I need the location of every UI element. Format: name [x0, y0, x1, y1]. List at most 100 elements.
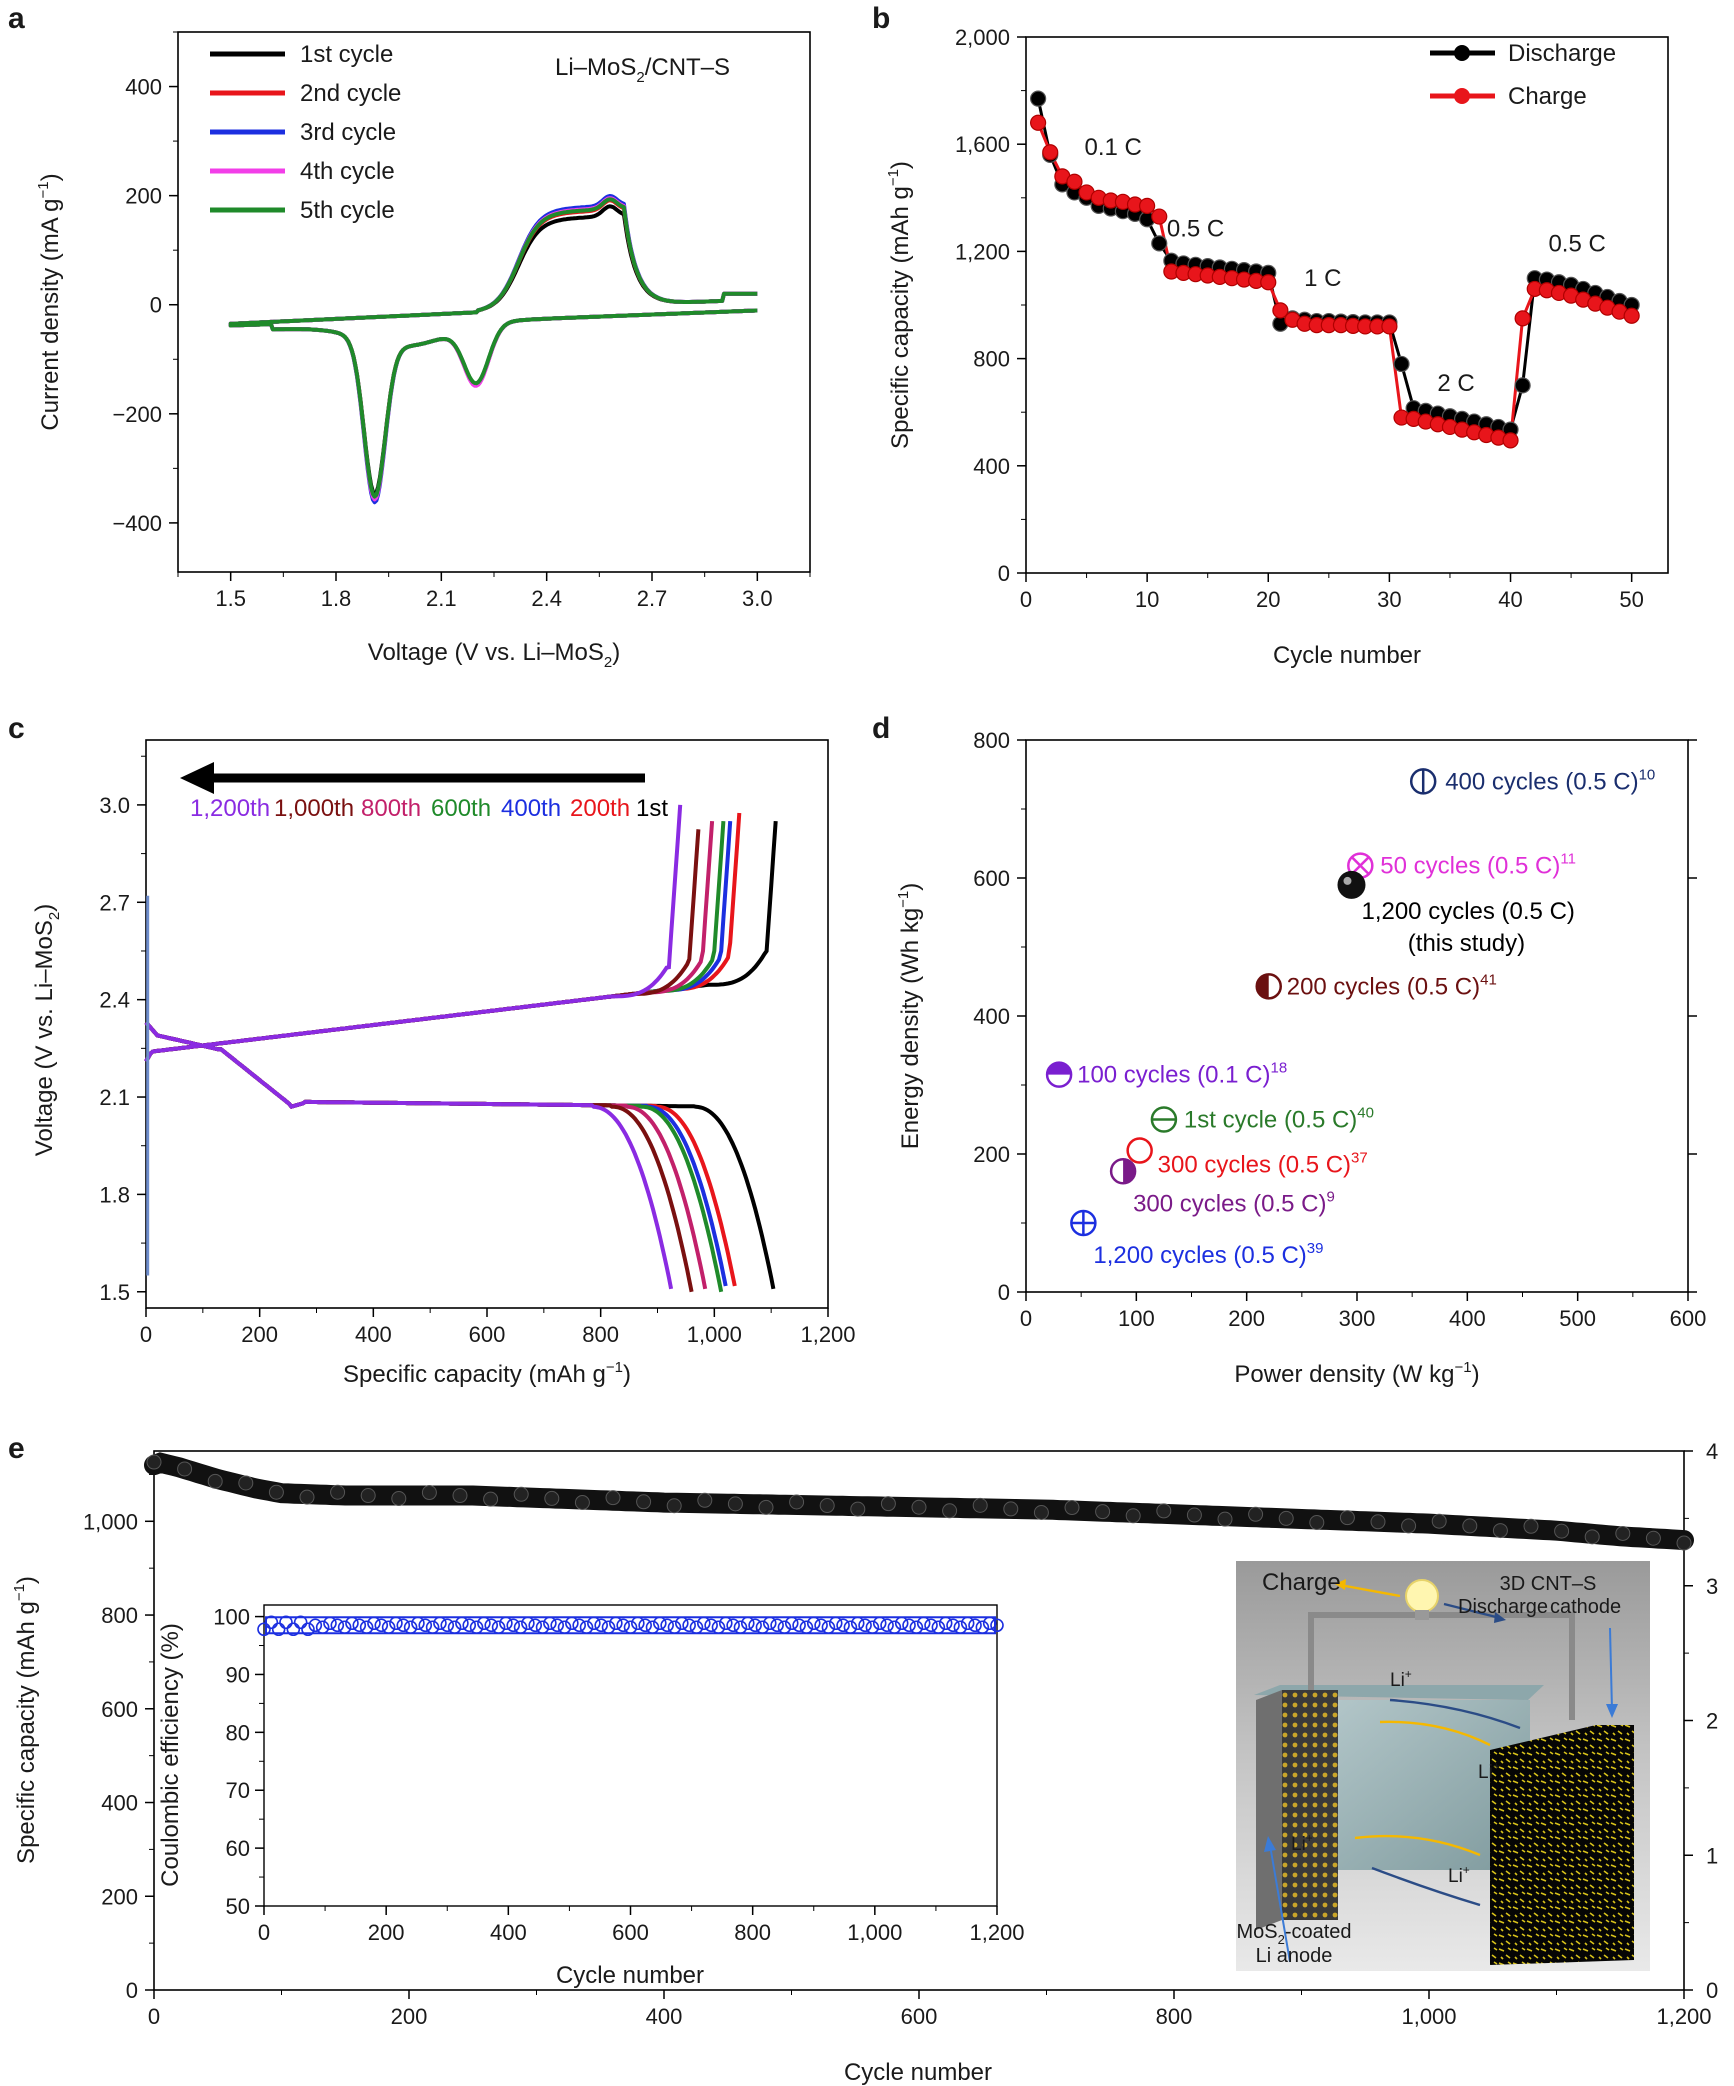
panel-c-cycle-labels: 1,200th 1,000th 800th 600th 400th 200th 1st	[190, 795, 668, 822]
ce-point	[403, 1620, 418, 1635]
ce-point	[315, 1620, 330, 1635]
li-ion-label-1: Li+	[1390, 1667, 1412, 1691]
rate-label: 0.5 C	[1167, 216, 1224, 243]
ce-point	[968, 1618, 982, 1633]
charge-curve-400th	[144, 820, 733, 1063]
x-tick-label: 3.0	[742, 586, 773, 611]
ce-point	[704, 1618, 718, 1633]
ce-point	[887, 1620, 902, 1635]
capacity-point	[819, 1498, 835, 1514]
ce-point	[843, 1620, 858, 1635]
ce-point	[396, 1618, 411, 1633]
capacity-point	[1676, 1535, 1692, 1551]
charge-curve-200th	[144, 812, 742, 1063]
ce-point	[528, 1618, 543, 1633]
ce-point	[323, 1616, 337, 1631]
capacity-point	[636, 1494, 652, 1510]
cv-curve-5	[228, 197, 758, 499]
capacity-point	[421, 1485, 437, 1501]
rate-point-charge	[1139, 197, 1156, 214]
legend-label: 2nd cycle	[300, 80, 401, 107]
x-tick-label: 800	[1156, 2004, 1193, 2029]
capacity-point	[1492, 1523, 1508, 1539]
panel-e-inset-frame	[263, 1604, 998, 1907]
charge-curve-1,000th	[144, 829, 701, 1063]
panel-e: e 0 200 400 600 800 1,000 1,20002004006008001,…	[8, 1432, 1718, 2086]
point-marker-fill	[1256, 974, 1269, 999]
capacity-point	[1003, 1501, 1019, 1517]
y-tick-label: −200	[112, 402, 162, 427]
y-tick-label: 800	[973, 728, 1010, 753]
discharge-curve-800th	[144, 1021, 708, 1290]
ce-point	[565, 1616, 579, 1631]
x-tick-label: 1.8	[321, 586, 352, 611]
ce-point	[675, 1616, 689, 1631]
rate-point-discharge	[1151, 235, 1168, 252]
capacity-point	[146, 1454, 162, 1470]
panel-d-ticks: 0 100 200 300 400 500 600 0 200 400 600 800	[973, 728, 1706, 1331]
ce-point	[411, 1616, 425, 1631]
rate-point-charge	[1514, 310, 1531, 327]
legend-marker	[1454, 45, 1470, 61]
panel-e-label: e	[8, 1432, 25, 1465]
capacity-point	[1370, 1514, 1386, 1530]
y2-tick-label: 1	[1706, 1843, 1718, 1868]
capacity-point	[1431, 1513, 1447, 1529]
capacity-point	[942, 1503, 958, 1519]
x-tick-label: 1,000	[847, 1920, 902, 1945]
li-ion-arrow-4	[1371, 1866, 1481, 1907]
ce-point	[740, 1616, 755, 1631]
panel-b-legend: Discharge Charge	[1430, 40, 1616, 110]
y-tick-label: 0	[150, 293, 162, 318]
ce-point	[806, 1616, 821, 1631]
panel-e-capacity-data	[144, 1452, 1694, 1551]
capacity-point	[605, 1490, 621, 1506]
ce-point	[447, 1620, 462, 1635]
rate-point-charge	[1381, 318, 1398, 335]
legend-marker	[1454, 88, 1470, 104]
x-tick-label: 100	[1118, 1306, 1155, 1331]
cycle-label: 400th	[501, 795, 561, 822]
ce-point	[601, 1620, 616, 1635]
point-label: 50 cycles (0.5 C)11	[1380, 851, 1576, 880]
ce-point	[484, 1618, 499, 1633]
panel-c-ticks: 0 200 400 600 800 1,000 1,200 1.5 1.8 2.1 2.4 2.7 3.…	[99, 755, 856, 1347]
rate-point-charge	[1502, 432, 1519, 449]
cycle-label: 1st	[636, 795, 668, 822]
x-tick-label: 600	[901, 2004, 938, 2029]
point-marker	[1126, 1137, 1153, 1164]
y-tick-label: 200	[125, 184, 162, 209]
ce-point	[521, 1616, 535, 1631]
y-tick-label: 70	[226, 1778, 250, 1803]
panel-a-label: a	[8, 2, 25, 35]
ce-point	[257, 1622, 271, 1637]
ce-point	[931, 1620, 946, 1635]
capacity-point	[666, 1498, 682, 1514]
panel-d-points: 400 cycles (0.5 C)10 50 cycles (0.5 C)11 1…	[1045, 766, 1655, 1269]
x-tick-label: 200	[368, 1920, 405, 1945]
x-tick-label: 0	[140, 1322, 152, 1347]
x-tick-label: 1.5	[215, 586, 246, 611]
capacity-point	[513, 1486, 529, 1502]
cathode-pointer	[1609, 1627, 1613, 1711]
x-tick-label: 300	[1339, 1306, 1376, 1331]
capacity-point	[330, 1484, 346, 1500]
x-tick-label: 0	[148, 2004, 160, 2029]
capacity-point	[758, 1499, 774, 1515]
panel-a-ticks: 1.5 1.8 2.1 2.4 2.7 3.0 −400 −200 0 200 400	[112, 31, 811, 611]
y-tick-label: 1,000	[83, 1509, 138, 1534]
external-wire	[1308, 1612, 1575, 1720]
y-tick-label: 3.0	[99, 793, 130, 818]
ce-point	[660, 1618, 674, 1633]
schematic-anode-line2: Li anode	[1256, 1945, 1333, 1967]
x-tick-label: 600	[469, 1322, 506, 1347]
panel-a-curves	[228, 194, 758, 505]
ce-point	[924, 1618, 938, 1633]
cycle-label: 1,000th	[274, 795, 354, 822]
legend-label: 5th cycle	[300, 197, 395, 224]
y-tick-label: 2.7	[99, 890, 130, 915]
capacity-point	[1584, 1529, 1600, 1545]
panel-c-arrow-head	[180, 762, 214, 794]
ce-point	[381, 1620, 396, 1635]
capacity-point	[1523, 1518, 1539, 1534]
